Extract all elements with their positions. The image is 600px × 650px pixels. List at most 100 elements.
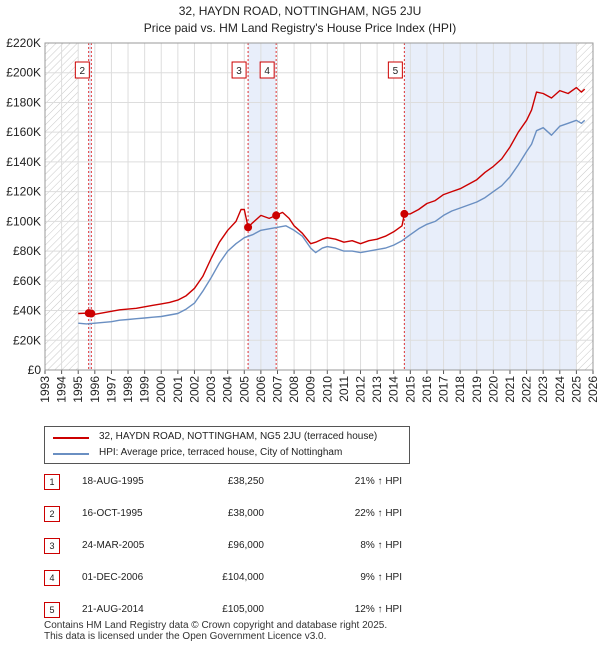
price-chart: 2 3 4 5 £0 £20K £40K £60K £80K £100K £120K £140K £1… (6, 36, 600, 403)
sale-number-box (74, 61, 90, 79)
sale-number-box (231, 61, 247, 79)
hatched-region (576, 43, 593, 370)
sale-point (272, 211, 281, 220)
x-tick-label: 1994 (55, 376, 69, 403)
legend: 32, HAYDN ROAD, NOTTINGHAM, NG5 2JU (ter… (44, 426, 410, 464)
sale-row: 3 24-MAR-2005 £96,000 8% ↑ HPI (44, 536, 584, 556)
title-line-1: 32, HAYDN ROAD, NOTTINGHAM, NG5 2JU (178, 4, 422, 18)
footer-line-2: This data is licensed under the Open Gov… (44, 631, 327, 642)
x-tick-label: 2019 (470, 376, 484, 403)
x-tick-label: 2014 (387, 376, 401, 403)
sale-number-label: 2 (80, 66, 86, 77)
title-line-2: Price paid vs. HM Land Registry's House … (143, 21, 457, 35)
plot-border (44, 42, 594, 371)
x-tick-label: 1998 (121, 376, 135, 403)
x-tick-label: 2022 (520, 376, 534, 403)
sale-point (87, 309, 96, 318)
x-tick-label: 2012 (354, 376, 368, 403)
footer-attribution: Contains HM Land Registry data © Crown c… (44, 620, 387, 642)
y-tick-label: £60K (13, 274, 41, 288)
sale-row: 1 18-AUG-1995 £38,250 21% ↑ HPI (44, 472, 584, 492)
x-tick-label: 2016 (420, 376, 434, 403)
legend-label-hpi: HPI: Average price, terraced house, City… (99, 447, 343, 458)
legend-label-property: 32, HAYDN ROAD, NOTTINGHAM, NG5 2JU (ter… (99, 431, 378, 442)
shaded-region (404, 43, 577, 370)
sale-point (400, 209, 409, 218)
y-tick-label: £120K (6, 185, 41, 199)
x-tick-label: 2020 (486, 376, 500, 403)
x-tick-label: 2000 (154, 376, 168, 403)
x-tick-label: 2015 (403, 376, 417, 403)
sale-row: 5 21-AUG-2014 £105,000 12% ↑ HPI (44, 600, 584, 620)
x-tick-label: 2006 (254, 376, 268, 403)
sale-number-badge: 1 (44, 474, 60, 490)
sale-number-box (259, 61, 275, 79)
x-tick-label: 2017 (437, 376, 451, 403)
sale-number-badge: 2 (44, 506, 60, 522)
x-tick-label: 2024 (553, 376, 567, 403)
sale-price: £104,000 (222, 572, 264, 583)
x-tick-label: 2025 (569, 376, 583, 403)
x-tick-label: 2005 (237, 376, 251, 403)
legend-swatch-hpi (53, 453, 89, 455)
x-tick-label: 2003 (204, 376, 218, 403)
y-tick-label: £140K (6, 155, 41, 169)
x-tick-label: 2010 (320, 376, 334, 403)
sale-number-box (387, 61, 403, 79)
x-tick-label: 1997 (104, 376, 118, 403)
sale-hpi-change: 9% ↑ HPI (360, 572, 402, 583)
sale-hpi-change: 8% ↑ HPI (360, 540, 402, 551)
x-tick-label: 1995 (71, 376, 85, 403)
property-series-line (78, 86, 586, 315)
x-tick-label: 2001 (171, 376, 185, 403)
sale-price: £38,250 (227, 476, 264, 487)
shaded-region (88, 43, 92, 370)
shaded-region (248, 43, 277, 370)
x-tick-label: 2004 (221, 376, 235, 403)
y-tick-label: £80K (13, 244, 41, 258)
sale-row: 2 16-OCT-1995 £38,000 22% ↑ HPI (44, 504, 584, 524)
x-tick-label: 1999 (138, 376, 152, 403)
sale-price: £38,000 (227, 508, 264, 519)
x-tick-label: 2007 (270, 376, 284, 403)
x-tick-label: 2002 (187, 376, 201, 403)
sale-number-label: 4 (264, 66, 270, 77)
y-tick-label: £0 (28, 363, 42, 377)
sale-price: £96,000 (227, 540, 264, 551)
sale-number-badge: 3 (44, 538, 60, 554)
x-tick-label: 2011 (337, 376, 351, 402)
sale-date: 16-OCT-1995 (82, 508, 143, 519)
y-tick-label: £20K (13, 333, 41, 347)
y-tick-label: £180K (6, 95, 41, 109)
x-tick-label: 2009 (304, 376, 318, 403)
sale-date: 01-DEC-2006 (82, 572, 144, 583)
x-tick-label: 1993 (38, 376, 52, 403)
sale-number-label: 3 (236, 66, 242, 77)
sale-date: 18-AUG-1995 (82, 476, 144, 487)
sale-row: 4 01-DEC-2006 £104,000 9% ↑ HPI (44, 568, 584, 588)
x-tick-label: 2013 (370, 376, 384, 403)
x-tick-label: 2026 (586, 376, 600, 403)
y-tick-label: £200K (6, 66, 41, 80)
y-tick-label: £160K (6, 125, 41, 139)
x-tick-label: 1996 (88, 376, 102, 403)
hpi-series-line (78, 119, 586, 325)
sale-number-badge: 4 (44, 570, 60, 586)
y-tick-label: £40K (13, 304, 41, 318)
chart-title: 32, HAYDN ROAD, NOTTINGHAM, NG5 2JU Pric… (0, 3, 600, 37)
y-tick-label: £100K (6, 214, 41, 228)
sale-point (244, 223, 253, 232)
sale-number-label: 5 (393, 66, 399, 77)
sale-number-badge: 5 (44, 602, 60, 618)
y-tick-label: £220K (6, 36, 41, 50)
x-tick-label: 2023 (536, 376, 550, 403)
x-tick-label: 2021 (503, 376, 517, 403)
sale-hpi-change: 22% ↑ HPI (354, 508, 402, 519)
sale-date: 24-MAR-2005 (82, 540, 145, 551)
x-tick-label: 2018 (453, 376, 467, 403)
sale-hpi-change: 12% ↑ HPI (354, 604, 402, 615)
legend-swatch-property (53, 437, 89, 439)
sale-price: £105,000 (222, 604, 264, 615)
sale-date: 21-AUG-2014 (82, 604, 144, 615)
footer-line-1: Contains HM Land Registry data © Crown c… (44, 620, 388, 631)
